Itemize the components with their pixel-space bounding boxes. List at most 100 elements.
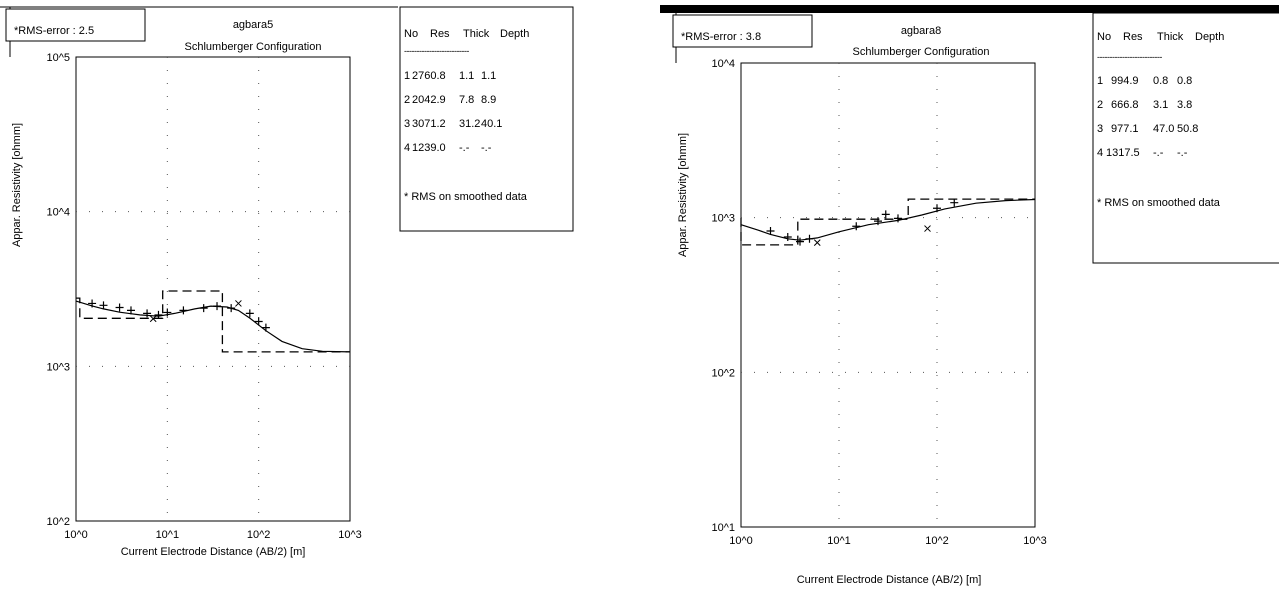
chart-title: agbara8 xyxy=(901,25,941,37)
cell-depth: 8.9 xyxy=(481,94,496,106)
cell-no: 4 xyxy=(1097,147,1103,159)
y-axis-label: Appar. Resistivity [ohmm] xyxy=(11,123,23,247)
grid-lines xyxy=(741,63,1035,527)
sounding-chart-1: *RMS-error : 2.5 agbara5 Schlumberger Co… xyxy=(0,6,574,558)
rms-note: * RMS on smoothed data xyxy=(404,191,528,203)
cell-thick: 47.0 xyxy=(1153,123,1174,135)
observed-point xyxy=(199,304,208,313)
cell-thick: 31.2 xyxy=(459,118,480,130)
cell-no: 1 xyxy=(1097,75,1103,87)
cell-no: 1 xyxy=(404,70,410,82)
cell-thick: -.- xyxy=(1153,147,1164,159)
rms-error-label: *RMS-error : 2.5 xyxy=(14,25,94,37)
x-tick-label: 10^0 xyxy=(64,529,88,541)
cell-res: 1317.5 xyxy=(1106,147,1140,159)
rejected-point xyxy=(813,239,821,246)
fitted-curve-line xyxy=(75,300,351,353)
cell-no: 3 xyxy=(404,118,410,130)
x-axis-label: Current Electrode Distance (AB/2) [m] xyxy=(121,546,306,558)
y-tick-label: 10^2 xyxy=(711,367,735,379)
table-row: 1 2760.8 1.1 1.1 xyxy=(404,70,496,82)
fitted-curve-line xyxy=(740,198,1036,241)
observed-point xyxy=(254,317,263,326)
rejected-point xyxy=(235,300,242,307)
cell-thick: 3.1 xyxy=(1153,99,1168,111)
sounding-chart-2: *RMS-error : 3.8 agbara8 Schlumberger Co… xyxy=(660,5,1279,586)
layer-table-box xyxy=(399,6,574,232)
cell-res: 994.9 xyxy=(1111,75,1139,87)
y-tick-label: 10^4 xyxy=(711,58,735,70)
x-axis-label: Current Electrode Distance (AB/2) [m] xyxy=(797,574,982,586)
col-header-res: Res xyxy=(430,28,450,40)
x-tick-labels: 10^0 10^1 10^2 10^3 xyxy=(64,529,362,541)
rms-note: * RMS on smoothed data xyxy=(1097,197,1221,209)
cell-res: 2042.9 xyxy=(412,94,446,106)
col-header-depth: Depth xyxy=(1195,31,1224,43)
observed-point xyxy=(88,299,97,308)
plot-frame xyxy=(75,56,351,522)
table-row: 4 1239.0 -.- -.- xyxy=(404,142,492,154)
y-tick-label: 10^5 xyxy=(46,52,70,64)
observed-point xyxy=(950,198,959,207)
layer-table-header: No Res Thick Depth xyxy=(1097,31,1224,43)
x-tick-label: 10^1 xyxy=(827,535,851,547)
x-tick-labels: 10^0 10^1 10^2 10^3 xyxy=(729,535,1047,547)
observed-point xyxy=(894,214,903,223)
y-tick-label: 10^2 xyxy=(46,516,70,528)
cell-thick: 0.8 xyxy=(1153,75,1168,87)
table-row: 1 994.9 0.8 0.8 xyxy=(1097,75,1192,87)
cell-depth: 40.1 xyxy=(481,118,502,130)
chart-series xyxy=(75,290,351,353)
cell-depth: 3.8 xyxy=(1177,99,1192,111)
plot-frame xyxy=(740,62,1036,528)
cell-depth: -.- xyxy=(481,142,492,154)
rms-error-label: *RMS-error : 3.8 xyxy=(681,31,761,43)
rejected-point xyxy=(149,315,157,323)
y-tick-labels: 10^1 10^2 10^3 10^4 xyxy=(711,58,735,534)
observed-point xyxy=(154,310,163,319)
observed-point xyxy=(766,226,775,235)
y-tick-label: 10^3 xyxy=(711,213,735,225)
chart-series xyxy=(740,198,1036,246)
observed-point xyxy=(179,306,188,315)
observed-point xyxy=(143,309,152,318)
observed-point xyxy=(227,304,236,313)
x-tick-label: 10^1 xyxy=(156,529,180,541)
cell-depth: 1.1 xyxy=(481,70,496,82)
cell-no: 2 xyxy=(1097,99,1103,111)
col-header-no: No xyxy=(404,28,418,40)
observed-point xyxy=(852,222,861,231)
table-row: 2 666.8 3.1 3.8 xyxy=(1097,99,1192,111)
table-separator: -------------------------- xyxy=(404,46,469,56)
cell-depth: 50.8 xyxy=(1177,123,1198,135)
cell-res: 666.8 xyxy=(1111,99,1139,111)
y-tick-label: 10^1 xyxy=(711,522,735,534)
observed-point xyxy=(115,303,124,312)
cell-thick: 1.1 xyxy=(459,70,474,82)
top-black-band xyxy=(660,5,1279,13)
cell-depth: 0.8 xyxy=(1177,75,1192,87)
rms-box xyxy=(672,14,813,48)
cell-thick: 7.8 xyxy=(459,94,474,106)
observed-point xyxy=(245,309,254,318)
observed-point xyxy=(126,306,135,315)
x-tick-label: 10^3 xyxy=(1023,535,1047,547)
observed-point xyxy=(796,237,805,246)
layer-table-header: No Res Thick Depth xyxy=(404,28,529,40)
y-tick-labels: 10^2 10^3 10^4 10^5 xyxy=(46,52,70,528)
observed-point xyxy=(99,301,108,310)
cell-thick: -.- xyxy=(459,142,470,154)
chart-title: agbara5 xyxy=(233,19,273,31)
table-row: 3 977.1 47.0 50.8 xyxy=(1097,123,1198,135)
cell-no: 2 xyxy=(404,94,410,106)
col-header-thick: Thick xyxy=(1157,31,1184,43)
observed-point xyxy=(933,204,941,213)
x-tick-label: 10^2 xyxy=(925,535,949,547)
x-tick-label: 10^2 xyxy=(247,529,271,541)
y-tick-label: 10^4 xyxy=(46,207,70,219)
y-tick-label: 10^3 xyxy=(46,361,70,373)
layer-model-line xyxy=(740,198,1035,246)
col-header-thick: Thick xyxy=(463,28,490,40)
cell-res: 2760.8 xyxy=(412,70,446,82)
observed-point xyxy=(213,302,222,311)
